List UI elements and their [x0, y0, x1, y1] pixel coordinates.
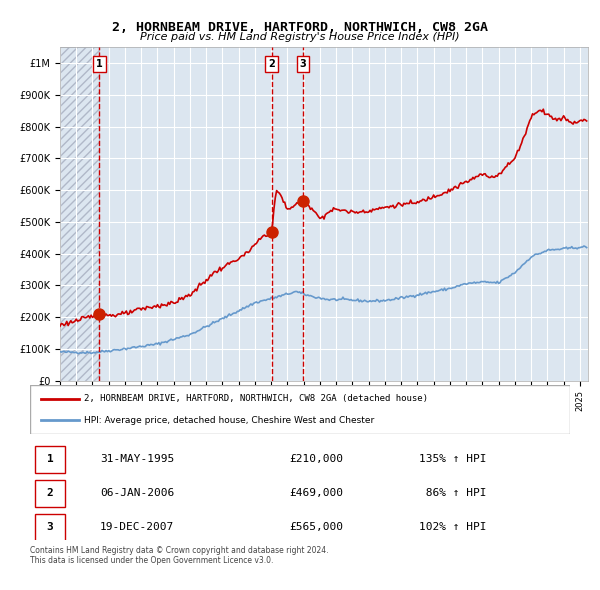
Text: 19-DEC-2007: 19-DEC-2007 [100, 523, 175, 532]
Text: 135% ↑ HPI: 135% ↑ HPI [419, 454, 487, 464]
Text: 31-MAY-1995: 31-MAY-1995 [100, 454, 175, 464]
Text: 2, HORNBEAM DRIVE, HARTFORD, NORTHWICH, CW8 2GA (detached house): 2, HORNBEAM DRIVE, HARTFORD, NORTHWICH, … [84, 394, 428, 404]
Text: Price paid vs. HM Land Registry's House Price Index (HPI): Price paid vs. HM Land Registry's House … [140, 32, 460, 42]
FancyBboxPatch shape [35, 446, 65, 473]
Text: 06-JAN-2006: 06-JAN-2006 [100, 489, 175, 499]
FancyBboxPatch shape [35, 514, 65, 541]
Text: 3: 3 [300, 59, 307, 69]
Text: 2: 2 [47, 489, 53, 499]
FancyBboxPatch shape [35, 480, 65, 507]
Text: 86% ↑ HPI: 86% ↑ HPI [419, 489, 487, 499]
Text: HPI: Average price, detached house, Cheshire West and Chester: HPI: Average price, detached house, Ches… [84, 415, 374, 425]
Text: 1: 1 [47, 454, 53, 464]
Text: £565,000: £565,000 [289, 523, 343, 532]
Bar [60, 47, 100, 381]
Text: 102% ↑ HPI: 102% ↑ HPI [419, 523, 487, 532]
Text: 1: 1 [96, 59, 103, 69]
FancyBboxPatch shape [30, 385, 570, 434]
Text: 2, HORNBEAM DRIVE, HARTFORD, NORTHWICH, CW8 2GA: 2, HORNBEAM DRIVE, HARTFORD, NORTHWICH, … [112, 21, 488, 34]
Text: 2: 2 [268, 59, 275, 69]
Text: Contains HM Land Registry data © Crown copyright and database right 2024.
This d: Contains HM Land Registry data © Crown c… [30, 546, 329, 565]
Text: 3: 3 [47, 523, 53, 532]
Text: £210,000: £210,000 [289, 454, 343, 464]
Text: £469,000: £469,000 [289, 489, 343, 499]
